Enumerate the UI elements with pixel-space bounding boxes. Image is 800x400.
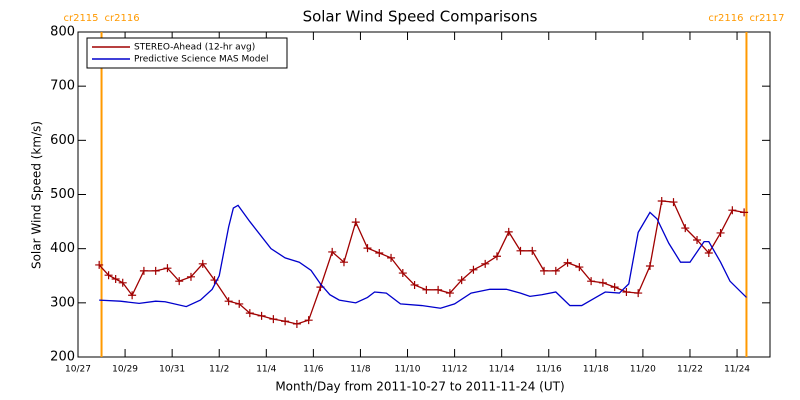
- point-marker: [622, 288, 631, 296]
- point-marker: [563, 258, 572, 267]
- x-tick-label: 11/8: [350, 365, 370, 375]
- y-axis-label: Solar Wind Speed (km/s): [30, 121, 44, 269]
- point-marker: [304, 316, 313, 325]
- legend-label: Predictive Science MAS Model: [134, 55, 269, 65]
- y-tick-label: 300: [50, 295, 75, 310]
- point-marker: [575, 263, 584, 272]
- x-axis-label: Month/Day from 2011-10-27 to 2011-11-24 …: [275, 380, 564, 394]
- point-marker: [645, 262, 654, 270]
- point-marker: [292, 319, 301, 328]
- point-marker: [351, 218, 360, 227]
- point-marker: [469, 265, 478, 274]
- point-marker: [434, 285, 443, 294]
- point-marker: [163, 264, 172, 273]
- point-marker: [139, 266, 148, 275]
- point-marker: [95, 260, 104, 269]
- point-marker: [681, 224, 690, 233]
- point-marker: [339, 258, 348, 267]
- point-marker: [587, 277, 596, 286]
- x-tick-label: 11/2: [209, 365, 229, 375]
- y-tick-label: 700: [50, 79, 75, 94]
- x-tick-label: 11/20: [630, 365, 656, 375]
- legend-box: [86, 37, 288, 69]
- x-tick-label: 11/18: [583, 365, 609, 375]
- x-tick-label: 11/16: [536, 365, 562, 375]
- point-marker: [728, 206, 737, 215]
- carrington-label: cr2115: [63, 13, 98, 24]
- y-tick-label: 800: [50, 25, 75, 40]
- point-marker: [245, 309, 254, 318]
- point-marker: [387, 253, 396, 262]
- point-marker: [740, 208, 749, 217]
- point-marker: [657, 197, 666, 205]
- point-marker: [445, 289, 454, 298]
- x-tick-label: 11/24: [724, 365, 750, 375]
- x-tick-label: 11/14: [489, 365, 515, 375]
- point-marker: [551, 266, 560, 275]
- point-marker: [128, 291, 137, 300]
- point-marker: [481, 259, 490, 268]
- point-marker: [269, 315, 278, 324]
- point-marker: [540, 266, 549, 275]
- x-tick-label: 11/4: [256, 365, 276, 375]
- x-tick-label: 11/12: [442, 365, 468, 375]
- y-tick-label: 400: [50, 241, 75, 256]
- point-marker: [704, 249, 713, 257]
- point-marker: [669, 198, 678, 207]
- y-tick-label: 600: [50, 133, 75, 148]
- point-marker: [528, 246, 537, 255]
- point-marker: [693, 236, 702, 244]
- y-tick-label: 200: [50, 350, 75, 365]
- point-marker: [198, 259, 207, 268]
- x-tick-label: 11/22: [677, 365, 703, 375]
- point-marker: [457, 276, 466, 285]
- x-tick-label: 10/27: [65, 365, 91, 375]
- plot-frame: [77, 31, 771, 358]
- point-marker: [598, 278, 607, 287]
- point-marker: [634, 289, 643, 298]
- point-marker: [610, 283, 619, 292]
- point-marker: [363, 244, 372, 253]
- point-marker: [328, 247, 337, 256]
- point-marker: [398, 269, 407, 278]
- point-marker: [186, 272, 195, 281]
- carrington-label: cr2117: [749, 13, 784, 24]
- point-marker: [235, 299, 244, 308]
- point-marker: [281, 317, 290, 326]
- point-marker: [504, 227, 513, 236]
- point-marker: [118, 278, 127, 287]
- x-tick-label: 10/31: [159, 365, 185, 375]
- point-marker: [716, 228, 725, 237]
- point-marker: [111, 275, 120, 283]
- point-marker: [104, 271, 113, 280]
- point-marker: [492, 252, 501, 261]
- carrington-label: cr2116: [708, 13, 743, 24]
- point-marker: [422, 285, 431, 294]
- point-marker: [224, 297, 233, 306]
- carrington-label: cr2116: [105, 13, 140, 24]
- legend-label: STEREO-Ahead (12-hr avg): [134, 43, 255, 53]
- series-line: [99, 204, 747, 309]
- point-marker: [175, 277, 184, 286]
- point-marker: [257, 311, 266, 320]
- chart-title: Solar Wind Speed Comparisons: [303, 8, 538, 26]
- x-tick-label: 11/10: [395, 365, 421, 375]
- point-marker: [410, 280, 419, 289]
- point-marker: [516, 246, 525, 255]
- x-tick-label: 10/29: [112, 365, 138, 375]
- x-tick-label: 11/6: [303, 365, 323, 375]
- y-tick-label: 500: [50, 187, 75, 202]
- point-marker: [151, 266, 160, 275]
- point-marker: [375, 249, 384, 257]
